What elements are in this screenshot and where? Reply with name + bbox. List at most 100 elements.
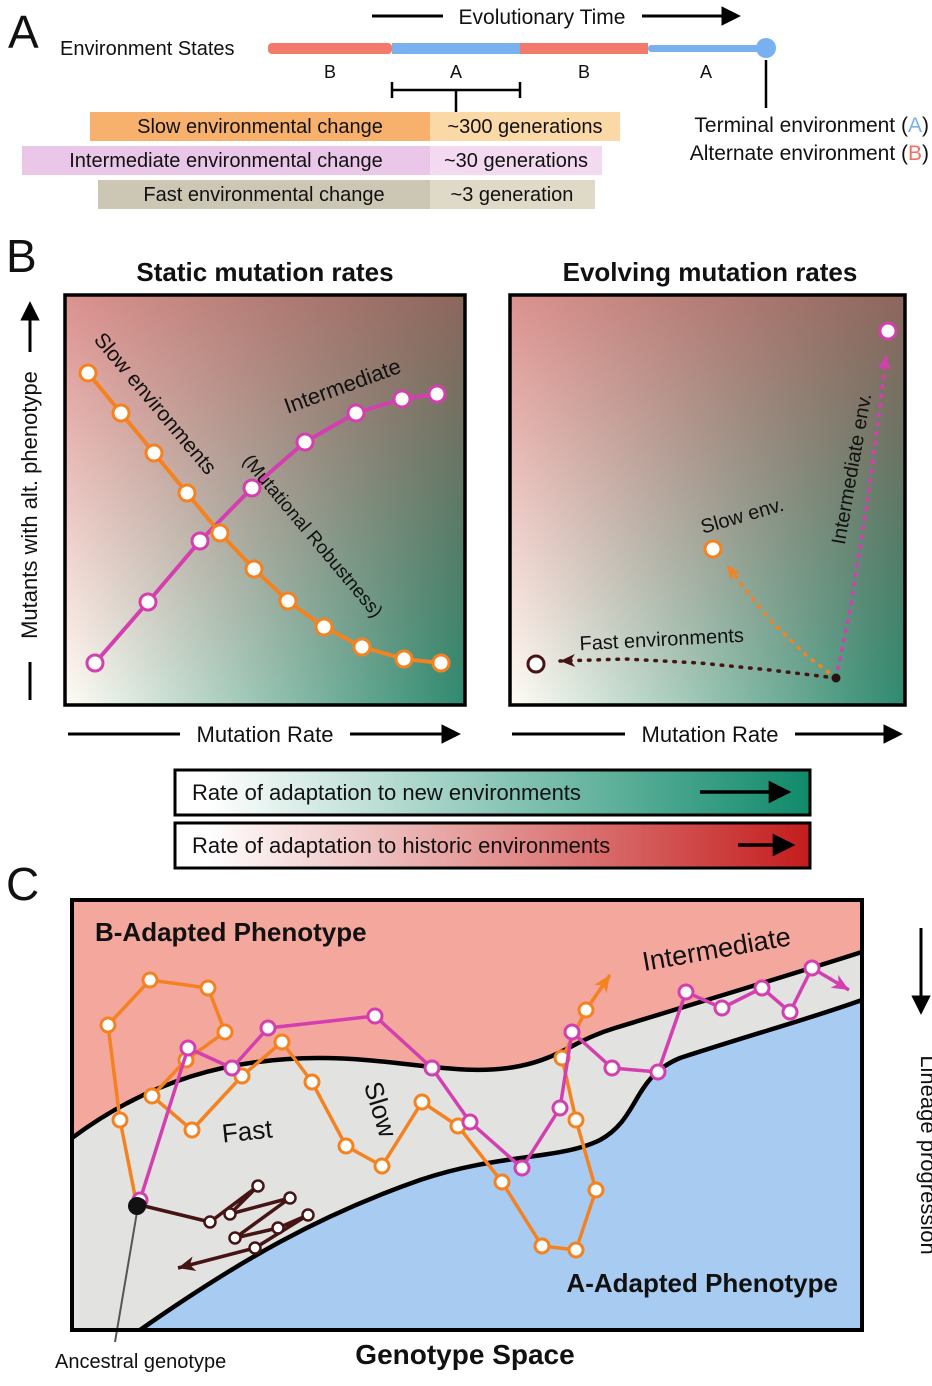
evolving-mutation-plot: Intermediate env. Slow env. Fast environ… xyxy=(508,293,907,707)
ancestral-pointer-line xyxy=(114,1211,138,1343)
genotype-node xyxy=(563,1023,581,1041)
genotype-node xyxy=(603,1059,621,1077)
new-environments-text: Rate of adaptation to new environments xyxy=(192,780,581,805)
alternate-environment-label: Alternate environment (B) xyxy=(690,142,929,165)
data-point xyxy=(392,389,412,409)
intermediate-row-value: ~30 generations xyxy=(444,150,588,172)
genotype-node xyxy=(223,1059,241,1077)
fast-end-point xyxy=(526,654,546,674)
intermediate-row-label: Intermediate environmental change xyxy=(69,150,383,172)
x-axis-left-label: Mutation Rate xyxy=(197,722,334,747)
genotype-node xyxy=(533,1237,551,1255)
data-point xyxy=(427,384,447,404)
genotype-node xyxy=(228,1231,242,1245)
b-adapted-label: B-Adapted Phenotype xyxy=(95,917,367,947)
evolutionary-time-label: Evolutionary Time xyxy=(459,6,626,29)
genotype-node xyxy=(283,1191,297,1205)
genotype-node xyxy=(179,1039,197,1057)
data-point xyxy=(244,559,264,579)
lineage-progression-label: Lineage progression xyxy=(916,1055,932,1254)
static-plot-series xyxy=(78,363,451,673)
panel-a: A Evolutionary Time Environment States B… xyxy=(8,6,929,209)
genotype-node xyxy=(781,1003,799,1021)
genotype-node xyxy=(567,1241,585,1259)
fast-row-value: ~3 generation xyxy=(451,184,574,206)
genotype-node xyxy=(493,1173,511,1191)
static-mutation-plot: Slow environments (Mutational Robustness… xyxy=(63,293,467,707)
data-point xyxy=(346,403,366,423)
genotype-node xyxy=(551,1099,569,1117)
genotype-node xyxy=(577,1001,595,1019)
segment-label-a1: A xyxy=(450,62,462,82)
data-point xyxy=(190,531,210,551)
genotype-node xyxy=(199,979,217,997)
evolving-plot-red-gradient xyxy=(510,295,905,705)
segment-label-a2: A xyxy=(700,62,712,82)
fast-arrow-shaft xyxy=(177,1246,256,1270)
genotype-node xyxy=(273,1033,291,1051)
panel-c: C B-Adapted Phenotype A-Adapted Phenotyp… xyxy=(6,858,932,1373)
genotype-node xyxy=(111,1111,129,1129)
genotype-node xyxy=(301,1208,315,1222)
genotype-node xyxy=(251,1179,265,1193)
evolving-plot-title: Evolving mutation rates xyxy=(563,257,858,287)
genotype-node xyxy=(366,1007,384,1025)
genotype-node xyxy=(423,1059,441,1077)
environment-timeline: B A B A xyxy=(268,38,776,82)
lineage-path-slow xyxy=(99,971,612,1259)
segment-label-b2: B xyxy=(578,62,590,82)
terminal-letter: A xyxy=(908,114,922,137)
slow-end-point xyxy=(703,539,723,559)
intermediate-end-point xyxy=(878,321,898,341)
genotype-node xyxy=(303,1073,321,1091)
timeline-segment-a2 xyxy=(648,45,760,52)
data-point xyxy=(177,483,197,503)
genotype-node xyxy=(513,1159,531,1177)
data-point xyxy=(138,592,158,612)
static-plot-title: Static mutation rates xyxy=(136,257,393,287)
slow-trajectory xyxy=(725,563,838,680)
historic-environments-text: Rate of adaptation to historic environme… xyxy=(192,833,610,858)
lineage-path-intermediate xyxy=(131,959,850,1209)
evolving-plot-trajectories xyxy=(526,321,898,683)
adaptation-legend: Rate of adaptation to new environments R… xyxy=(173,768,812,870)
timeline-segment-b1 xyxy=(268,43,392,54)
genotype-node xyxy=(461,1113,479,1131)
genotype-node xyxy=(337,1137,355,1155)
genotype-space-border xyxy=(70,898,864,1332)
intermediate-row-label-bg xyxy=(22,146,430,175)
generation-rows: Slow environmental change ~300 generatio… xyxy=(22,112,620,209)
alternate-prefix: Alternate environment ( xyxy=(690,142,908,165)
data-point xyxy=(111,403,131,423)
genotype-node xyxy=(248,1241,262,1255)
genotype-node xyxy=(271,1221,285,1235)
genotype-node xyxy=(677,983,695,1001)
lineage-path-fast xyxy=(133,1179,315,1271)
timeline-segment-a1 xyxy=(392,43,520,54)
data-point xyxy=(295,432,315,452)
timeline-segment-b2 xyxy=(520,43,648,54)
panel-b: B Static mutation rates Evolving mutatio… xyxy=(6,230,907,870)
a-adapted-label: A-Adapted Phenotype xyxy=(566,1268,838,1298)
historic-environments-bar xyxy=(173,821,812,870)
data-point xyxy=(210,523,230,543)
terminal-environment-dot xyxy=(756,38,776,58)
data-point xyxy=(85,653,105,673)
ancestral-genotype-dot xyxy=(128,1197,146,1215)
slow-row-value: ~300 generations xyxy=(447,116,602,138)
genotype-node xyxy=(803,959,821,977)
terminal-suffix: ) xyxy=(922,114,929,137)
genotype-node xyxy=(587,1181,605,1199)
genotype-node xyxy=(203,1215,217,1229)
upper-boundary-curve xyxy=(70,949,863,1140)
genotype-space-label: Genotype Space xyxy=(355,1339,574,1370)
genotype-space-box: B-Adapted Phenotype A-Adapted Phenotype … xyxy=(70,898,864,1343)
arrowhead xyxy=(594,975,610,994)
fast-row-label: Fast environmental change xyxy=(143,184,384,206)
alternate-letter: B xyxy=(908,142,922,165)
generation-bracket xyxy=(390,82,522,112)
genotype-node xyxy=(216,1023,234,1041)
arrowhead xyxy=(178,1256,197,1271)
data-point xyxy=(314,617,334,637)
